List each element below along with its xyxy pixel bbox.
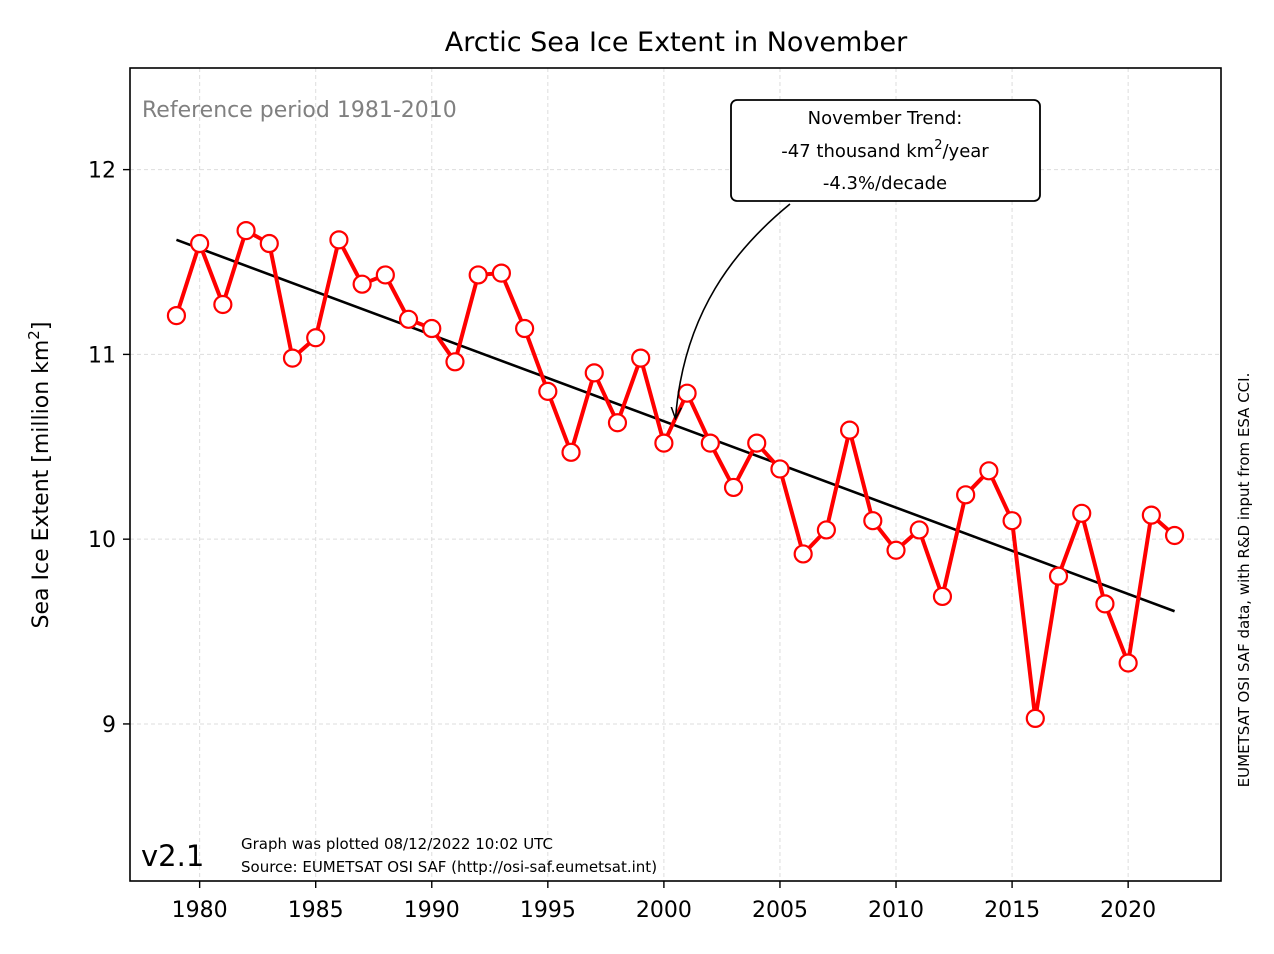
data-point <box>329 230 349 250</box>
x-tick-label: 1995 <box>520 898 576 923</box>
chart-title: Arctic Sea Ice Extent in November <box>445 27 908 58</box>
data-point <box>886 540 906 560</box>
data-point <box>259 233 279 254</box>
y-axis-label-close: ] <box>29 322 54 331</box>
data-point <box>538 381 558 401</box>
y-axis-label: Sea Ice Extent [million km2] <box>25 322 54 629</box>
data-point <box>1141 505 1161 525</box>
data-point <box>282 348 303 368</box>
trend-annotation-line3: -4.3%/decade <box>823 173 947 194</box>
data-point <box>816 520 836 540</box>
x-tick-label: 2010 <box>868 898 924 923</box>
plot-frame <box>129 67 1222 882</box>
series-group <box>166 221 1185 729</box>
trend-annotation-line2: -47 thousand km2/year <box>781 138 989 162</box>
data-point <box>839 420 860 440</box>
data-point <box>1048 566 1069 586</box>
trend-annotation-arrow <box>676 203 791 419</box>
x-tick-label: 1985 <box>288 898 344 923</box>
data-point <box>306 328 326 348</box>
data-point <box>723 477 744 498</box>
x-tick-label: 1980 <box>172 898 228 923</box>
data-point <box>1095 594 1115 614</box>
data-point <box>956 485 976 505</box>
data-point <box>561 442 581 462</box>
x-tick-label: 2000 <box>636 898 692 923</box>
y-axis-label-main: Sea Ice Extent [million km <box>29 340 54 629</box>
data-point <box>607 413 628 433</box>
trend-line2-tail: /year <box>942 141 989 162</box>
y-tick-label: 11 <box>88 343 116 368</box>
data-point <box>213 294 233 315</box>
x-tick-label: 2020 <box>1100 898 1156 923</box>
data-point <box>166 305 187 326</box>
data-point <box>515 318 535 339</box>
trend-line-group <box>175 238 1176 613</box>
grid-lines <box>130 68 1221 881</box>
data-point <box>352 274 372 294</box>
y-axis-label-sup: 2 <box>25 330 43 340</box>
data-point <box>677 383 697 403</box>
data-point <box>236 221 256 241</box>
data-point <box>422 318 442 339</box>
trend-line2-sup: 2 <box>934 138 942 153</box>
data-point <box>793 544 813 564</box>
x-tick-label: 1990 <box>404 898 460 923</box>
data-point <box>747 433 767 453</box>
data-point <box>468 265 488 285</box>
data-credit: EUMETSAT OSI SAF data, with R&D input fr… <box>1235 373 1253 788</box>
x-tick-label: 2015 <box>984 898 1040 923</box>
data-point <box>1072 503 1092 523</box>
data-point <box>631 348 651 368</box>
footer-plotted-date: Graph was plotted 08/12/2022 10:02 UTC <box>241 835 553 853</box>
data-point <box>1025 708 1045 729</box>
data-point <box>375 265 395 285</box>
data-point <box>491 263 512 283</box>
reference-period-label: Reference period 1981-2010 <box>142 98 457 123</box>
trend-line <box>175 238 1176 613</box>
data-point <box>909 520 929 540</box>
y-tick-label: 9 <box>102 713 116 738</box>
data-point <box>654 433 674 453</box>
footer-source: Source: EUMETSAT OSI SAF (http://osi-saf… <box>241 858 657 876</box>
trend-annotation-line1: November Trend: <box>808 108 963 129</box>
data-point <box>979 461 999 481</box>
data-point <box>445 352 465 372</box>
y-tick-label: 12 <box>88 159 116 184</box>
data-point <box>700 433 720 453</box>
data-point <box>584 363 604 383</box>
data-point <box>1118 653 1138 673</box>
axis-ticks: 1980 1985 1990 1995 2000 2005 2010 2015 2020 9 10 1… <box>88 159 1156 923</box>
series-line <box>174 228 1176 721</box>
x-tick-label: 2005 <box>752 898 808 923</box>
data-point <box>1002 511 1022 531</box>
data-point <box>190 233 210 254</box>
data-point <box>1164 525 1185 546</box>
data-point <box>398 309 419 329</box>
trend-line2-main: -47 thousand km <box>781 141 934 162</box>
y-tick-label: 10 <box>88 528 116 553</box>
data-point <box>932 586 953 607</box>
data-point <box>770 459 790 479</box>
version-label: v2.1 <box>141 839 204 873</box>
data-point <box>863 511 883 531</box>
trend-annotation-box <box>730 99 1041 202</box>
